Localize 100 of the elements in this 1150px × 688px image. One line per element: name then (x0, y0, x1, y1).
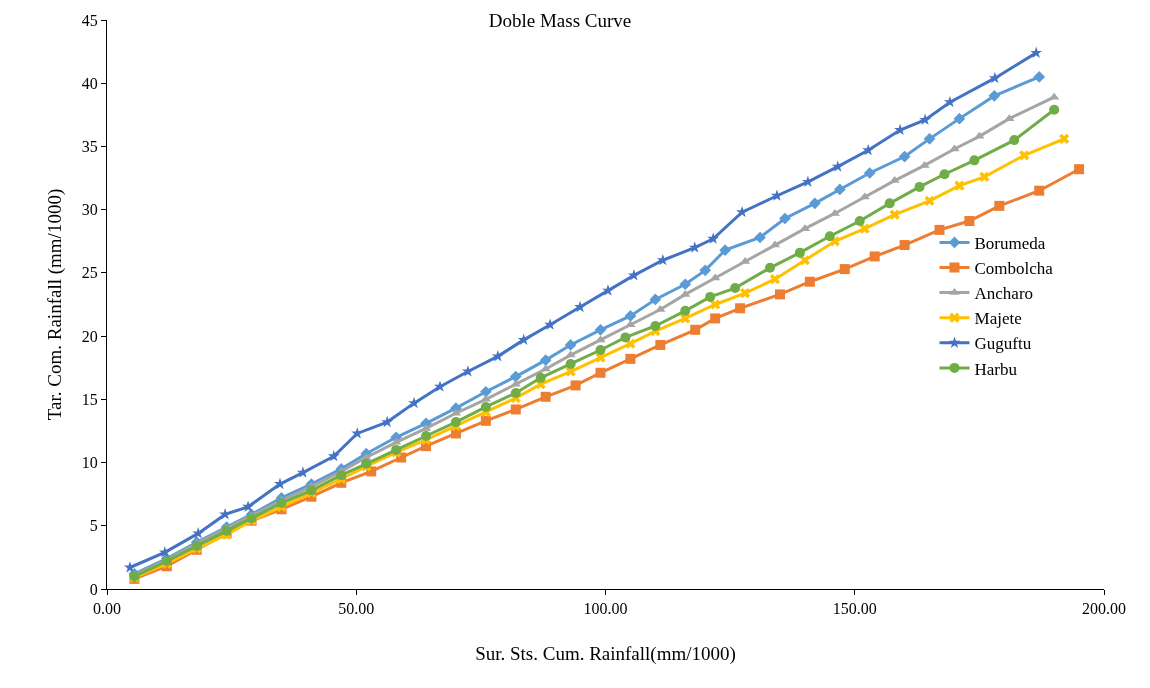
point (570, 380, 581, 391)
point (480, 385, 492, 398)
point (884, 198, 895, 209)
point (620, 332, 631, 343)
legend-label: Guguftu (974, 334, 1032, 354)
point (710, 313, 721, 324)
point (1030, 46, 1043, 58)
x-tick-label: 100.00 (583, 600, 628, 618)
point (862, 143, 875, 156)
point (924, 195, 935, 206)
point (408, 396, 421, 409)
legend-label: Borumeda (974, 234, 1046, 254)
point (943, 95, 956, 108)
legend-label: Harbu (974, 359, 1018, 379)
chart-title: Doble Mass Curve (488, 9, 632, 31)
point (421, 431, 432, 441)
y-tick-label: 10 (81, 454, 98, 472)
point (801, 175, 814, 187)
point (839, 264, 850, 275)
point (899, 240, 910, 251)
point (754, 231, 766, 244)
point (719, 244, 731, 256)
point (824, 231, 835, 242)
point (510, 404, 521, 415)
point (854, 216, 865, 227)
legend-label: Ancharo (974, 284, 1034, 304)
point (540, 391, 551, 402)
point (564, 339, 577, 351)
point (799, 255, 810, 266)
point (650, 321, 661, 331)
point (949, 144, 960, 152)
point (480, 401, 491, 412)
point (953, 112, 966, 125)
point (1034, 185, 1045, 196)
point (327, 449, 340, 462)
point (336, 470, 347, 481)
point (491, 350, 504, 362)
legend-label: Combolcha (974, 259, 1054, 279)
point (434, 380, 446, 392)
point (939, 169, 950, 180)
point (158, 546, 171, 558)
point (869, 251, 880, 262)
point (974, 131, 985, 139)
point (690, 324, 701, 335)
y-tick-label: 30 (81, 201, 98, 219)
point (1059, 133, 1070, 144)
point (595, 367, 606, 378)
point (833, 183, 846, 196)
y-tick-label: 5 (89, 517, 98, 535)
point (705, 291, 716, 302)
point (1049, 104, 1060, 115)
point (540, 364, 551, 372)
point (988, 90, 1001, 102)
point (509, 370, 522, 383)
point (739, 288, 751, 299)
point (1019, 150, 1030, 161)
point (296, 466, 309, 478)
y-tick-label: 35 (81, 138, 98, 156)
point (809, 197, 821, 210)
x-axis-title: Sur. Sts. Cum. Rainfall(mm/1000) (475, 643, 736, 665)
point (655, 339, 666, 350)
point (565, 358, 576, 369)
point (1074, 164, 1085, 175)
point (954, 180, 965, 191)
point (859, 192, 870, 200)
point (680, 305, 691, 316)
point (699, 264, 712, 277)
point (517, 333, 530, 345)
point (831, 160, 844, 172)
point (964, 216, 975, 227)
y-axis-title: Tar. Com. Rainfall (mm/1000) (43, 188, 66, 421)
point (688, 241, 701, 253)
x-tick-label: 0.00 (93, 600, 121, 618)
point (624, 310, 637, 322)
point (769, 274, 781, 285)
point (889, 209, 900, 220)
point (969, 155, 980, 166)
point (595, 345, 606, 356)
point (774, 289, 785, 300)
y-tick-label: 45 (81, 11, 98, 29)
point (649, 293, 662, 306)
point (804, 276, 815, 287)
point (863, 167, 876, 179)
point (192, 527, 205, 539)
point (765, 262, 776, 273)
point (730, 283, 741, 294)
point (510, 388, 521, 399)
point (594, 323, 607, 336)
x-tick-label: 200.00 (1082, 600, 1126, 618)
point (535, 372, 546, 383)
x-tick-label: 150.00 (832, 600, 877, 618)
point (480, 415, 491, 426)
point (574, 300, 587, 313)
y-tick-label: 20 (81, 327, 98, 345)
point (595, 335, 606, 343)
point (707, 232, 720, 244)
point (1033, 71, 1046, 83)
point (381, 415, 394, 428)
point (1009, 135, 1020, 146)
point (914, 181, 925, 192)
